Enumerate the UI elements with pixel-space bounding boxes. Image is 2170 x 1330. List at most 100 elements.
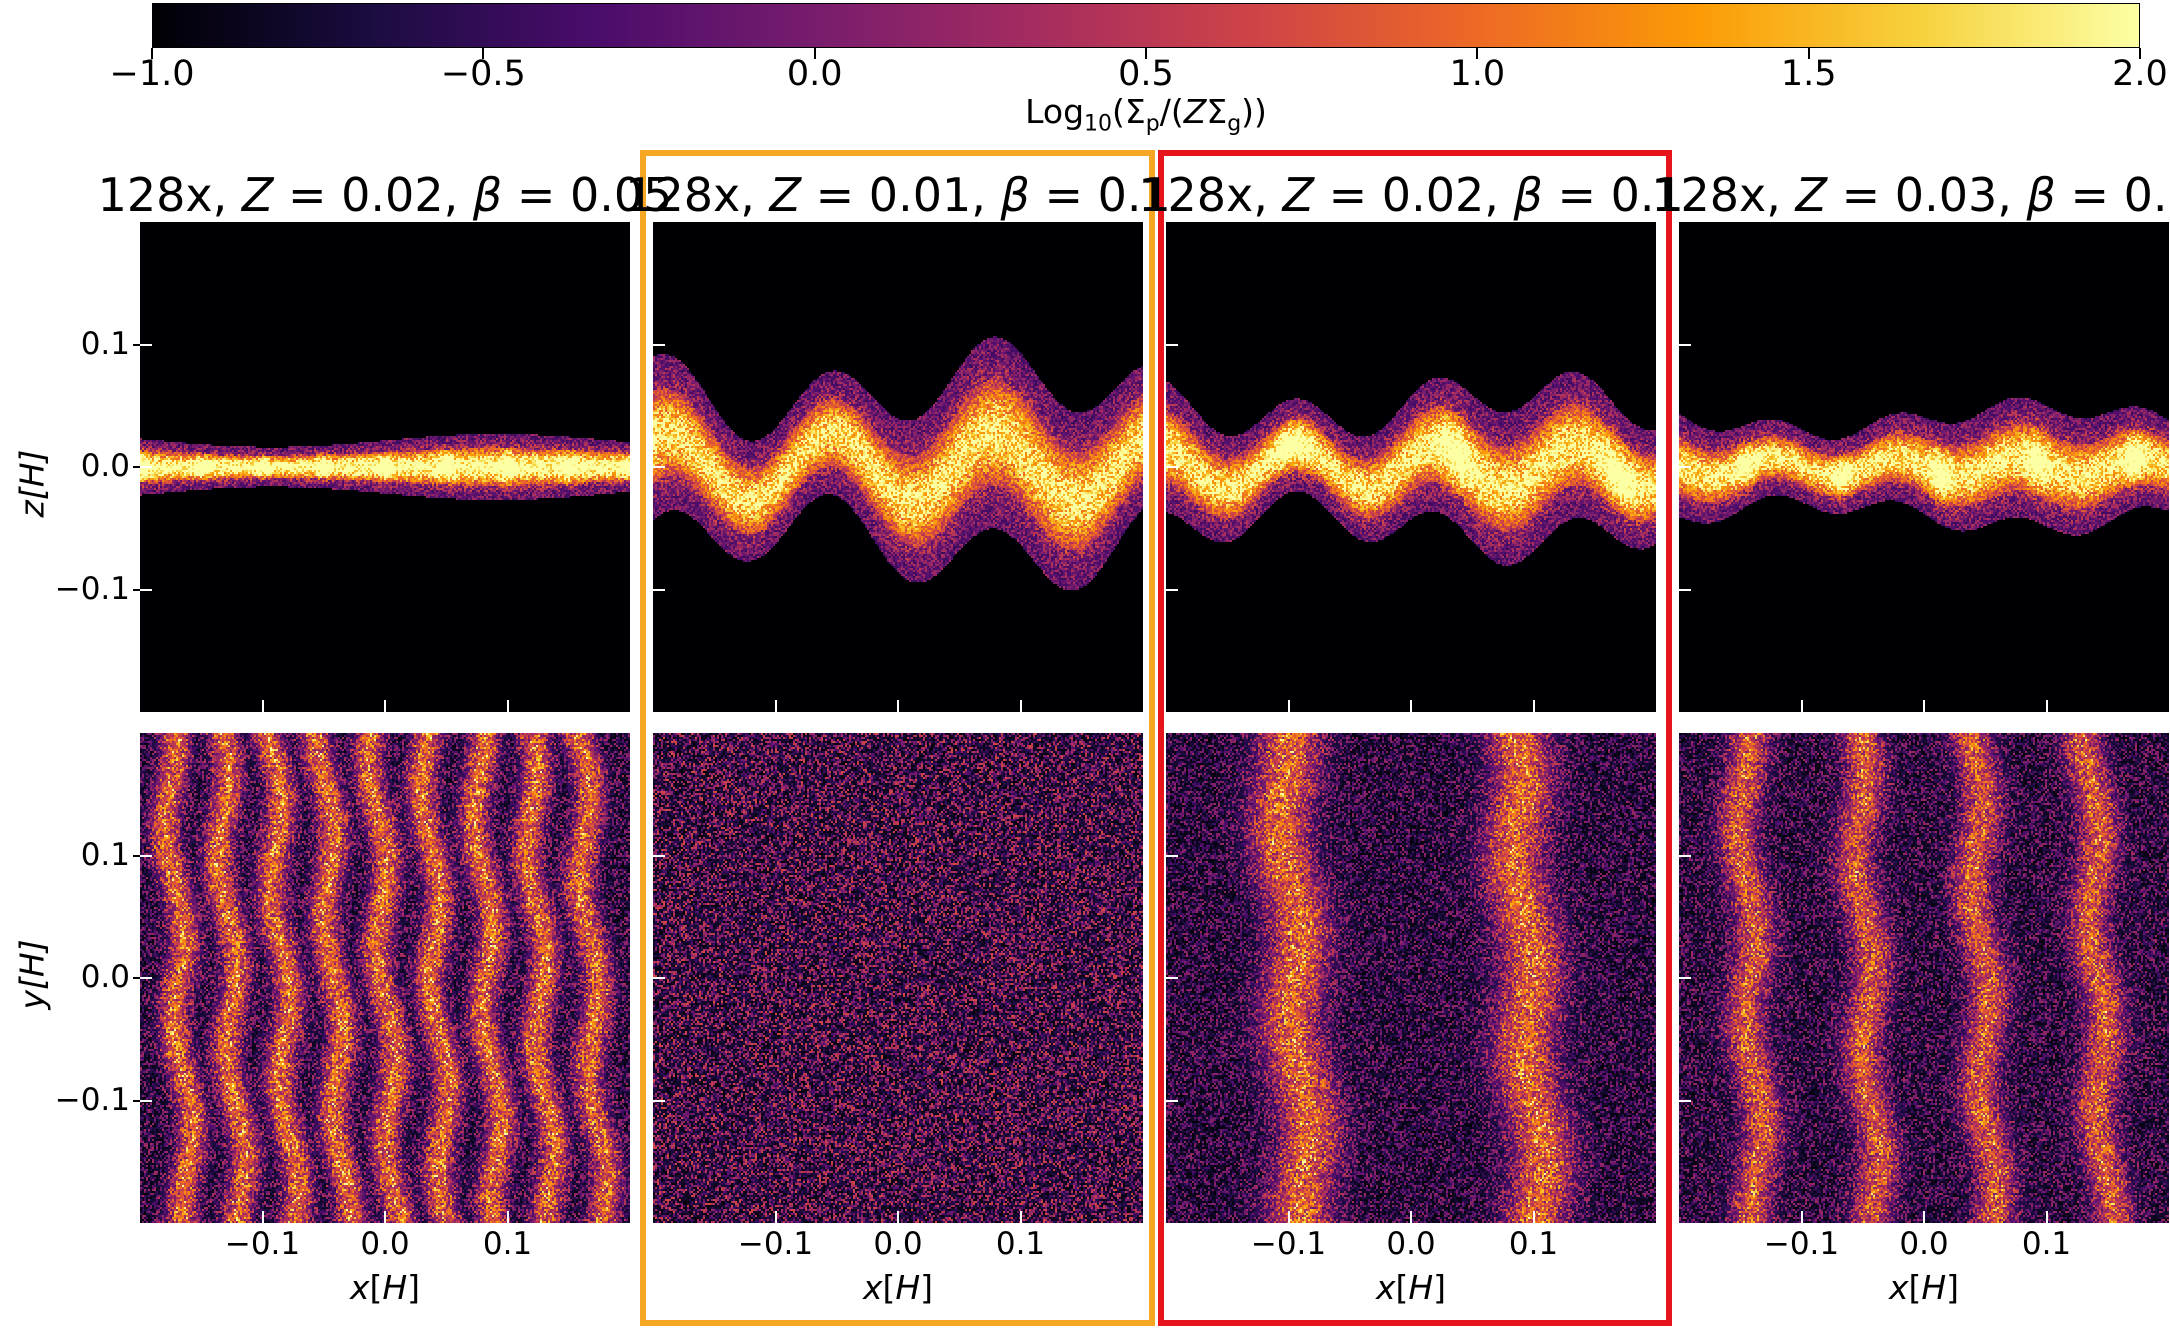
xy-density-panel xyxy=(140,733,630,1223)
xtick-mark xyxy=(384,700,386,712)
xtick-mark xyxy=(1800,700,1803,712)
cb-label-z: Z xyxy=(1183,92,1207,131)
xtick-label: 0.0 xyxy=(1899,1226,1949,1262)
title-part: β xyxy=(1000,168,1030,222)
ytick-outer xyxy=(133,343,140,346)
ytick-mark xyxy=(1166,977,1178,979)
ytick-mark xyxy=(1679,1099,1691,1102)
xz-density-panel xyxy=(1679,222,2169,712)
ytick-mark xyxy=(140,1099,152,1102)
title-part: = 0.05 xyxy=(502,168,673,222)
cb-label-sub-p: p xyxy=(1145,111,1160,137)
xlabel: x[H] xyxy=(863,1268,933,1307)
ytick-label: 0.1 xyxy=(80,836,130,873)
xlabel-part: ] xyxy=(407,1268,421,1307)
ytick-outer xyxy=(133,854,140,857)
title-part: 128x, xyxy=(1651,168,1796,222)
xtick-mark xyxy=(1019,700,1022,712)
xtick-label: −0.1 xyxy=(737,1226,814,1262)
xtick-mark xyxy=(774,700,777,712)
title-part: 128x, xyxy=(97,168,242,222)
top-ylabel-open: [ xyxy=(12,487,52,501)
cb-label-sigma-p: (Σ xyxy=(1112,92,1146,131)
xlabel-part: H xyxy=(895,1268,921,1307)
colorbar-tick xyxy=(2139,48,2141,59)
ytick-label: 0.0 xyxy=(80,959,130,995)
ytick-mark xyxy=(1679,588,1691,591)
colorbar-tick xyxy=(1476,48,1479,59)
ytick-label: 0.1 xyxy=(80,325,130,362)
ytick-label: −0.1 xyxy=(54,570,130,607)
xtick-mark xyxy=(1410,1211,1412,1223)
xlabel-part: H xyxy=(382,1268,408,1307)
xz-density-panel xyxy=(653,222,1143,712)
colorbar-tick xyxy=(482,48,485,59)
title-part: = 0.1 xyxy=(1542,168,1684,222)
xlabel-part: [ xyxy=(1395,1268,1409,1307)
xtick-label: 0.1 xyxy=(995,1226,1046,1262)
xy-density-panel xyxy=(1166,733,1656,1223)
ytick-mark xyxy=(1166,343,1178,346)
ytick-mark xyxy=(653,854,665,857)
xtick-mark xyxy=(261,1211,264,1223)
xlabel: x[H] xyxy=(350,1268,420,1307)
xtick-mark xyxy=(1532,1211,1535,1223)
ytick-label: −0.1 xyxy=(54,1081,130,1118)
xlabel-part: [ xyxy=(882,1268,896,1307)
panel-title: 128x, Z = 0.01, β = 0.1 xyxy=(625,168,1171,222)
xtick-mark xyxy=(897,1211,899,1223)
ytick-mark xyxy=(653,466,665,468)
ytick-mark xyxy=(140,588,152,591)
xtick-mark xyxy=(506,700,509,712)
xtick-label: −0.1 xyxy=(224,1226,301,1262)
colorbar-tick-label: 2.0 xyxy=(2112,54,2168,94)
xlabel: x[H] xyxy=(1376,1268,1446,1307)
xtick-mark xyxy=(1410,700,1412,712)
title-part: = 0.1 xyxy=(2070,168,2170,222)
xz-density-panel xyxy=(1166,222,1656,712)
xtick-label: 0.1 xyxy=(482,1226,533,1262)
colorbar xyxy=(152,3,2140,48)
xtick-mark xyxy=(1019,1211,1022,1223)
title-part: Z xyxy=(769,168,802,222)
xtick-mark xyxy=(1923,1211,1925,1223)
xtick-mark xyxy=(897,700,899,712)
xtick-mark xyxy=(2045,700,2048,712)
xtick-mark xyxy=(1287,1211,1290,1223)
bottom-ylabel-close: ] xyxy=(12,939,52,953)
title-part: = 0.02, xyxy=(273,168,473,222)
xtick-label: 0.1 xyxy=(2021,1226,2072,1262)
title-part: = 0.1 xyxy=(1029,168,1171,222)
ytick-mark xyxy=(140,466,152,468)
ytick-mark xyxy=(1679,977,1691,979)
title-part: 128x, xyxy=(625,168,770,222)
ytick-mark xyxy=(140,343,152,346)
xlabel-part: H xyxy=(1408,1268,1434,1307)
panel-title: 128x, Z = 0.03, β = 0.1 xyxy=(1651,168,2170,222)
xlabel-part: [ xyxy=(1908,1268,1922,1307)
colorbar-tick-label: 0.5 xyxy=(1118,54,1174,94)
xtick-label: −0.1 xyxy=(1250,1226,1327,1262)
ytick-outer xyxy=(133,466,140,468)
title-part: β xyxy=(2026,168,2056,222)
xy-density-panel xyxy=(653,733,1143,1223)
top-ylabel-var: z xyxy=(12,500,52,518)
title-part: β xyxy=(1513,168,1543,222)
colorbar-tick xyxy=(151,48,153,59)
xlabel-part: x xyxy=(1888,1268,1909,1307)
ytick-mark xyxy=(1166,1099,1178,1102)
cb-label-log: Log xyxy=(1025,92,1085,131)
ytick-label: 0.0 xyxy=(80,448,130,484)
title-part: β xyxy=(472,168,503,222)
xlabel-part: x xyxy=(862,1268,883,1307)
ytick-mark xyxy=(653,588,665,591)
xtick-mark xyxy=(261,700,264,712)
title-part: = 0.01, xyxy=(801,168,1001,222)
ytick-mark xyxy=(140,854,152,857)
cb-label-mid: /( xyxy=(1159,92,1184,131)
title-part: = 0.02, xyxy=(1314,168,1514,222)
cb-label-sub10: 10 xyxy=(1084,111,1113,137)
ytick-mark xyxy=(1166,466,1178,468)
colorbar-tick-label: 1.5 xyxy=(1780,54,1837,94)
xtick-label: −0.1 xyxy=(1763,1226,1840,1262)
